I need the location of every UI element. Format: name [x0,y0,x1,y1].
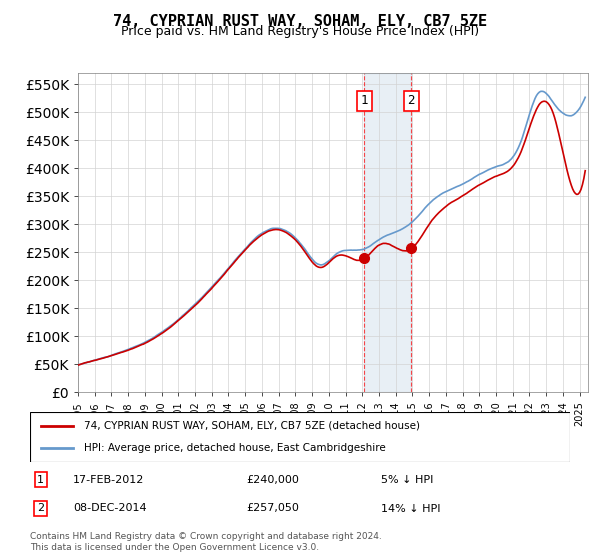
Text: £257,050: £257,050 [246,503,299,514]
FancyBboxPatch shape [30,412,570,462]
Text: 14% ↓ HPI: 14% ↓ HPI [381,503,440,514]
Text: 1: 1 [361,94,368,108]
Text: 2: 2 [407,94,415,108]
Text: 1: 1 [37,474,44,484]
Text: 08-DEC-2014: 08-DEC-2014 [73,503,147,514]
Text: 2: 2 [37,503,44,514]
Text: 74, CYPRIAN RUST WAY, SOHAM, ELY, CB7 5ZE: 74, CYPRIAN RUST WAY, SOHAM, ELY, CB7 5Z… [113,14,487,29]
Text: 17-FEB-2012: 17-FEB-2012 [73,474,145,484]
Text: Contains HM Land Registry data © Crown copyright and database right 2024.
This d: Contains HM Land Registry data © Crown c… [30,532,382,552]
Text: £240,000: £240,000 [246,474,299,484]
Text: HPI: Average price, detached house, East Cambridgeshire: HPI: Average price, detached house, East… [84,443,386,453]
Text: 74, CYPRIAN RUST WAY, SOHAM, ELY, CB7 5ZE (detached house): 74, CYPRIAN RUST WAY, SOHAM, ELY, CB7 5Z… [84,421,420,431]
Text: Price paid vs. HM Land Registry's House Price Index (HPI): Price paid vs. HM Land Registry's House … [121,25,479,38]
Text: 5% ↓ HPI: 5% ↓ HPI [381,474,433,484]
Bar [364,73,411,392]
